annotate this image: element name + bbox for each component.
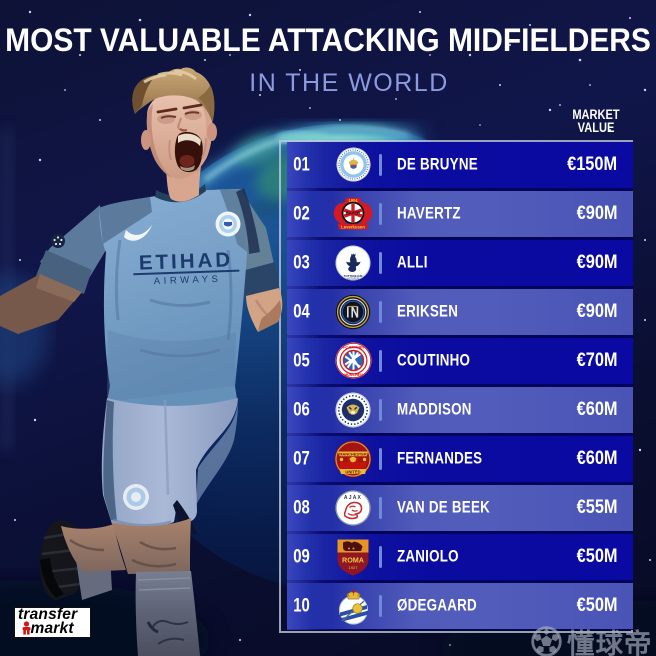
svg-text:Leverkusen: Leverkusen: [341, 224, 365, 229]
svg-text:ETIHAD: ETIHAD: [138, 248, 233, 274]
svg-text:1927: 1927: [349, 565, 359, 570]
svg-text:MÜNCHEN: MÜNCHEN: [344, 373, 363, 378]
svg-text:FC BAYERN: FC BAYERN: [343, 346, 364, 350]
svg-text:AIRWAYS: AIRWAYS: [154, 274, 222, 287]
svg-text:MANCHESTER: MANCHESTER: [339, 452, 367, 457]
svg-text:UNITED: UNITED: [345, 469, 360, 474]
svg-text:TOTTENHAM: TOTTENHAM: [344, 274, 363, 278]
svg-text:1904: 1904: [348, 198, 358, 203]
svg-text:ROMA: ROMA: [342, 555, 364, 564]
svg-text:HOTSPUR: HOTSPUR: [347, 277, 359, 280]
svg-text:AJAX: AJAX: [344, 495, 362, 501]
svg-text:BAYER: BAYER: [346, 210, 361, 215]
